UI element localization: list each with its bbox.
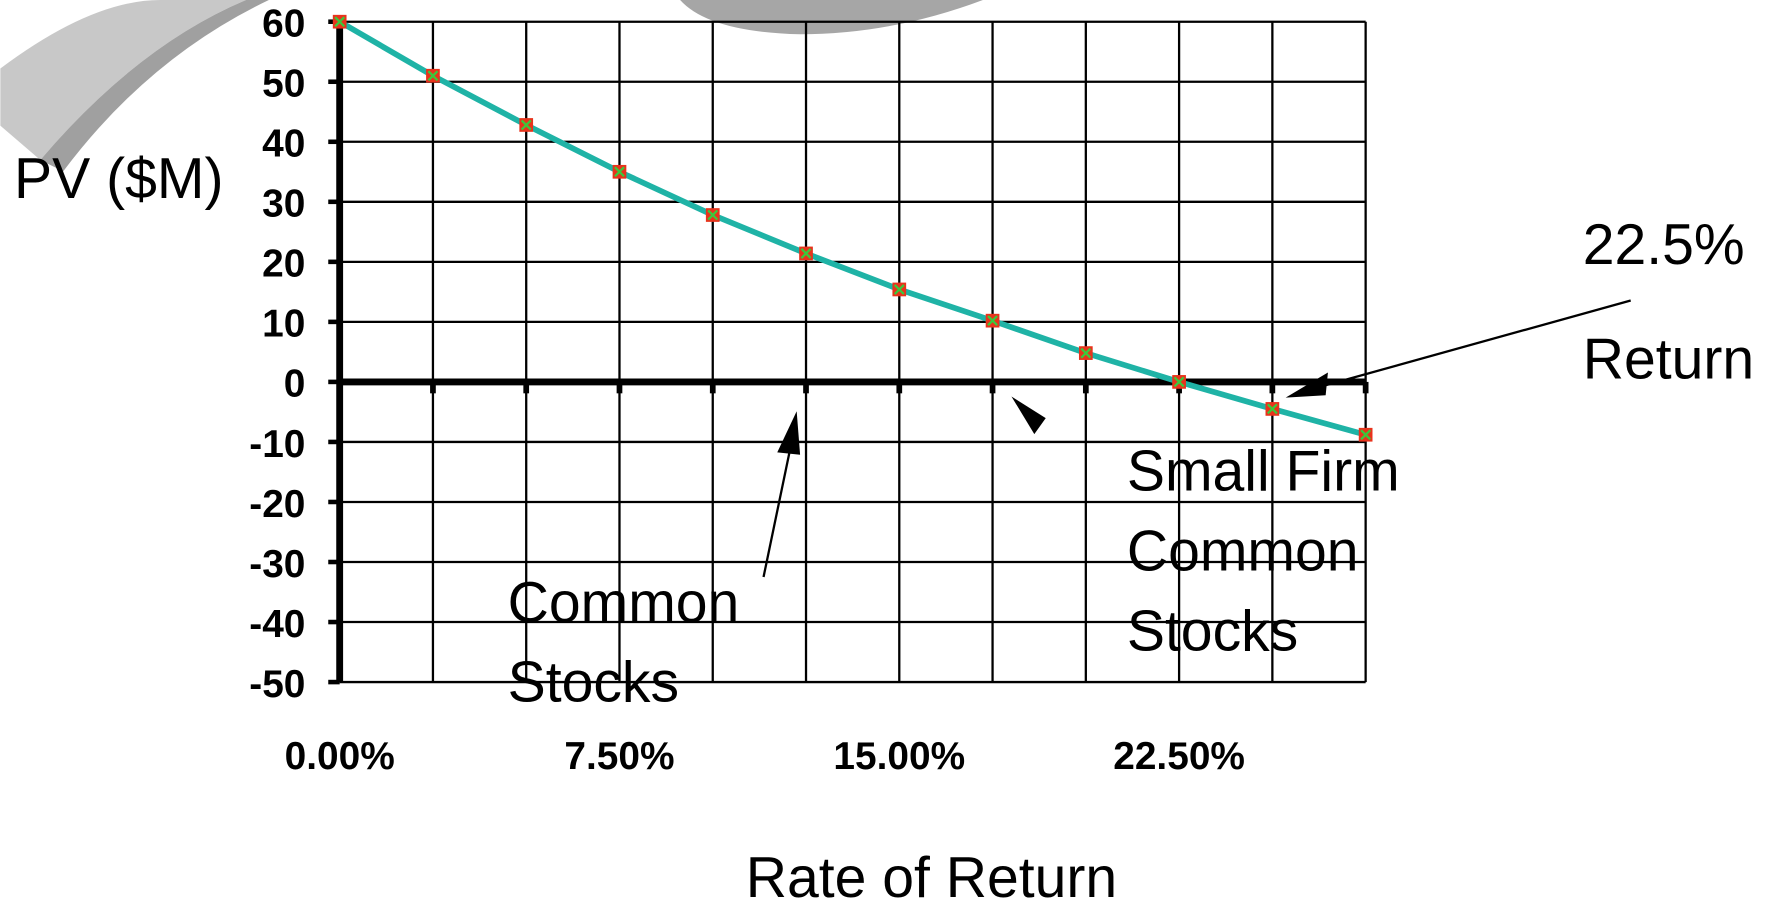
- series-line: [338, 19, 1367, 438]
- y-tick-label: 40: [262, 123, 305, 166]
- x-tick-label: 7.50%: [564, 735, 674, 778]
- y-tick-label: 10: [262, 303, 305, 346]
- arrow: [1313, 299, 1632, 390]
- marker-cross: [1173, 376, 1185, 388]
- background-swoosh: [40, 0, 269, 172]
- marker: [705, 208, 720, 222]
- y-tick-label: 50: [262, 63, 305, 106]
- arrow: [762, 433, 795, 578]
- marker: [1078, 346, 1093, 360]
- annotation: 22.5%: [1583, 213, 1745, 277]
- marker-cross: [614, 166, 625, 178]
- y-tick-label: 60: [262, 3, 305, 46]
- marker-cross: [1360, 429, 1372, 441]
- marker-cross: [334, 16, 346, 28]
- marker: [799, 246, 813, 261]
- marker: [612, 164, 627, 179]
- y-tick-label: 30: [262, 183, 305, 226]
- marker-cross: [707, 209, 719, 221]
- marker: [1265, 402, 1280, 416]
- annotation: Stocks: [1127, 599, 1298, 663]
- marker: [1358, 427, 1373, 442]
- arrowhead: [1285, 372, 1328, 398]
- marker: [1172, 375, 1186, 389]
- y-tick-label: 0: [284, 363, 306, 406]
- marker-cross: [987, 315, 998, 327]
- marker: [519, 118, 534, 132]
- x-tick-label: 0.00%: [285, 735, 395, 778]
- marker: [332, 14, 347, 29]
- plot: 60 50 40 30 20 10 0 -10 -20 -30 -40 -50 0.00% 7.50% 15…: [249, 3, 1373, 778]
- y-axis-label: PV ($M): [14, 147, 223, 211]
- x-tick-label: 22.50%: [1113, 735, 1245, 778]
- x-tick-label: 15.00%: [833, 735, 965, 778]
- annotation: Stocks: [508, 651, 679, 715]
- marker-cross: [800, 248, 812, 259]
- marker: [426, 68, 440, 83]
- y-tick-label: -10: [249, 423, 305, 466]
- annotation: Common: [1127, 519, 1359, 583]
- marker: [892, 282, 907, 297]
- y-tick-label: -50: [249, 663, 305, 706]
- annotation: Common: [508, 571, 740, 635]
- y-tick-label: -40: [249, 603, 305, 646]
- background-swoosh: [0, 0, 246, 160]
- background-swoosh: [680, 0, 983, 35]
- arrowhead: [1011, 396, 1046, 435]
- marker-cross: [1080, 347, 1092, 359]
- y-tick-label: -30: [249, 543, 305, 586]
- marker-cross: [893, 284, 905, 295]
- y-tick-label: 20: [262, 243, 305, 286]
- annotation: Return: [1583, 327, 1754, 391]
- marker-cross: [427, 70, 439, 82]
- arrowhead: [777, 411, 801, 455]
- y-tick-label: -20: [249, 483, 305, 526]
- x-axis-label: Rate of Return: [746, 846, 1117, 906]
- marker-cross: [520, 119, 532, 131]
- annotation: Small Firm: [1127, 439, 1400, 503]
- marker-cross: [1266, 403, 1278, 415]
- marker: [985, 313, 1000, 328]
